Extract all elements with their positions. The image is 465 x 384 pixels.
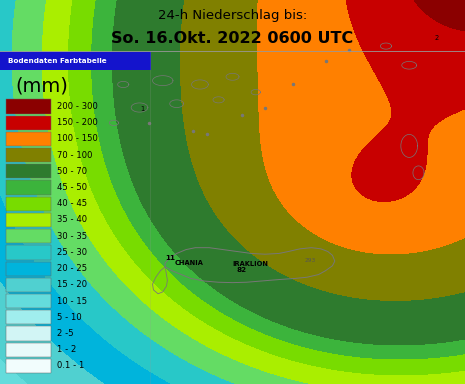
Text: 2: 2 — [435, 35, 439, 41]
FancyBboxPatch shape — [6, 197, 51, 211]
Text: 70 - 100: 70 - 100 — [58, 151, 93, 160]
FancyBboxPatch shape — [6, 148, 51, 162]
Text: 0.1 - 1: 0.1 - 1 — [58, 361, 85, 371]
Text: So. 16.Okt. 2022 0600 UTC: So. 16.Okt. 2022 0600 UTC — [112, 31, 353, 46]
Text: (mm): (mm) — [15, 77, 68, 96]
Text: 100 - 150: 100 - 150 — [58, 134, 98, 143]
Text: 1: 1 — [140, 106, 145, 113]
Text: 1 - 2: 1 - 2 — [58, 345, 77, 354]
FancyBboxPatch shape — [6, 278, 51, 292]
FancyBboxPatch shape — [6, 116, 51, 130]
FancyBboxPatch shape — [6, 359, 51, 373]
FancyBboxPatch shape — [6, 229, 51, 243]
Text: 20 - 25: 20 - 25 — [58, 264, 87, 273]
Text: 40 - 45: 40 - 45 — [58, 199, 87, 208]
Text: 5 - 10: 5 - 10 — [58, 313, 82, 322]
Text: 293: 293 — [305, 258, 316, 263]
Text: 10 - 15: 10 - 15 — [58, 296, 87, 306]
FancyBboxPatch shape — [6, 164, 51, 179]
FancyBboxPatch shape — [6, 245, 51, 260]
FancyBboxPatch shape — [6, 99, 51, 114]
Text: 50 - 70: 50 - 70 — [58, 167, 87, 176]
Text: 15 - 20: 15 - 20 — [58, 280, 87, 289]
FancyBboxPatch shape — [6, 343, 51, 357]
Text: 2 -5: 2 -5 — [58, 329, 74, 338]
FancyBboxPatch shape — [0, 52, 151, 70]
Text: IRAKLION: IRAKLION — [232, 261, 268, 267]
FancyBboxPatch shape — [6, 213, 51, 227]
Text: 30 - 35: 30 - 35 — [58, 232, 87, 241]
Text: Bodendaten Farbtabelle: Bodendaten Farbtabelle — [7, 58, 106, 64]
Text: 82: 82 — [236, 267, 246, 273]
Text: 35 - 40: 35 - 40 — [58, 215, 87, 225]
FancyBboxPatch shape — [6, 132, 51, 146]
Text: 25 - 30: 25 - 30 — [58, 248, 87, 257]
Text: 24-h Niederschlag bis:: 24-h Niederschlag bis: — [158, 9, 307, 22]
Text: 150 - 200: 150 - 200 — [58, 118, 98, 127]
Text: 200 - 300: 200 - 300 — [58, 102, 98, 111]
FancyBboxPatch shape — [6, 262, 51, 276]
Text: 45 - 50: 45 - 50 — [58, 183, 87, 192]
Text: 11: 11 — [165, 255, 175, 261]
FancyBboxPatch shape — [6, 326, 51, 341]
FancyBboxPatch shape — [6, 180, 51, 195]
FancyBboxPatch shape — [6, 294, 51, 308]
FancyBboxPatch shape — [6, 310, 51, 324]
Text: CHANIA: CHANIA — [174, 260, 203, 266]
